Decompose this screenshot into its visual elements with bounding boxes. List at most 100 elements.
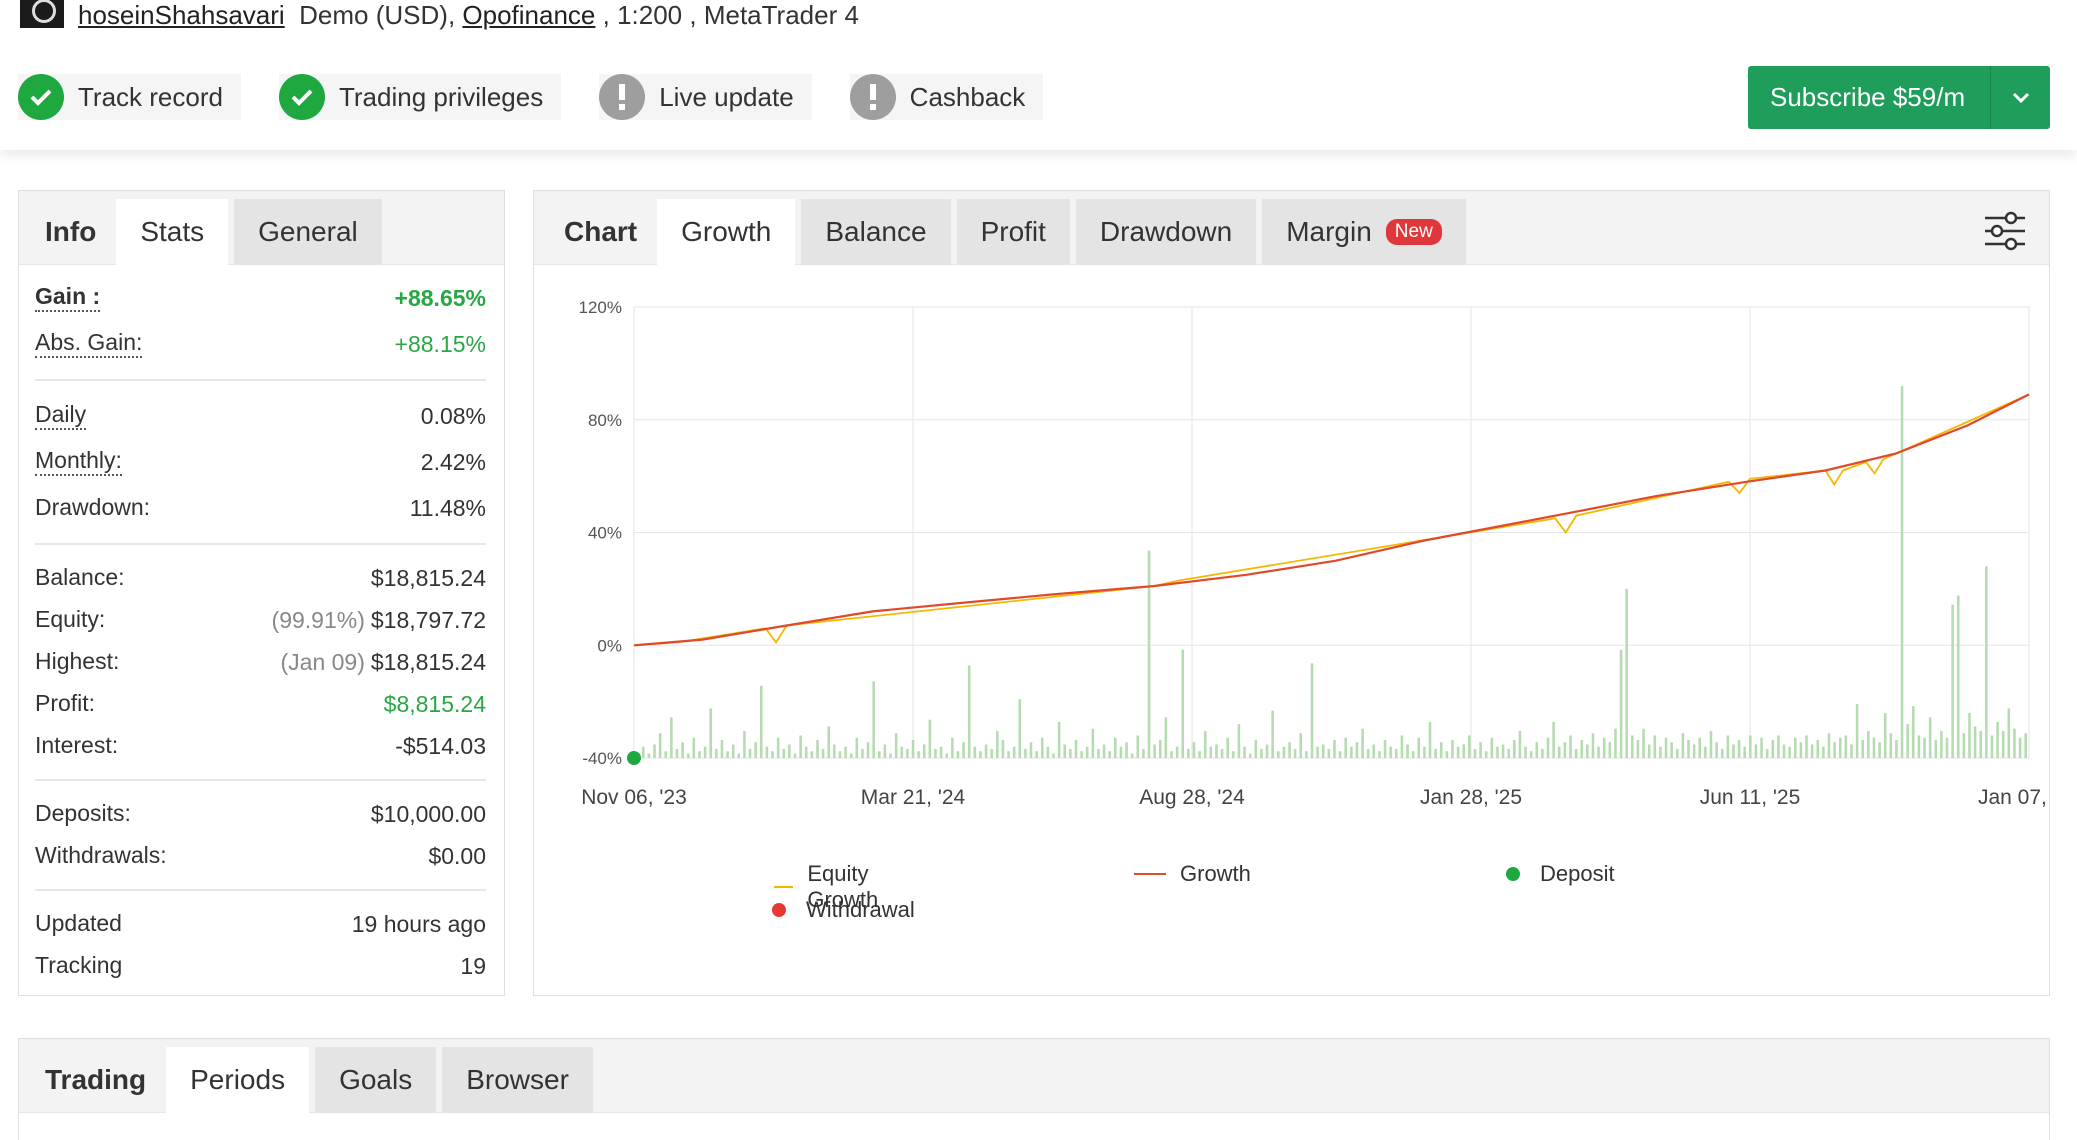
volume-bar xyxy=(1535,742,1539,758)
volume-bar xyxy=(1057,721,1061,758)
daily-label[interactable]: Daily xyxy=(35,402,87,430)
subscribe-button[interactable]: Subscribe $59/m xyxy=(1748,66,2050,129)
x-tick-label: Mar 21, '24 xyxy=(861,786,966,809)
tab-profit[interactable]: Profit xyxy=(956,199,1070,265)
header-bar: hoseinShahsavari Demo (USD), Opofinance … xyxy=(0,0,2077,150)
volume-bar xyxy=(1007,751,1010,758)
badge-label: Track record xyxy=(78,81,223,112)
volume-bar xyxy=(1310,663,1314,758)
monthly-label[interactable]: Monthly: xyxy=(35,448,122,476)
volume-bar xyxy=(1248,753,1252,758)
volume-bar xyxy=(1355,742,1359,758)
volume-bar xyxy=(2024,733,2027,758)
volume-bar xyxy=(1681,733,1685,758)
avatar[interactable] xyxy=(20,0,64,28)
stats-panel: Info Stats General Gain : +88.65% Abs. G… xyxy=(18,190,505,996)
abs-gain-label[interactable]: Abs. Gain: xyxy=(35,330,143,358)
equity-growth-line xyxy=(633,393,2030,647)
badge-cashback[interactable]: Cashback xyxy=(849,74,1044,120)
volume-bar xyxy=(1726,735,1730,758)
trading-tabs: Trading Periods Goals Browser xyxy=(19,1039,2049,1113)
volume-bar xyxy=(1906,724,1909,758)
volume-bar xyxy=(726,751,729,758)
y-tick-label: 0% xyxy=(597,636,622,655)
legend-deposit[interactable]: Deposit xyxy=(1496,861,1615,887)
volume-bar xyxy=(1271,710,1274,758)
volume-bar xyxy=(1580,739,1584,758)
tab-general[interactable]: General xyxy=(234,199,382,265)
volume-bar xyxy=(1501,744,1505,758)
volume-bar xyxy=(776,737,780,758)
tab-trading[interactable]: Trading xyxy=(45,1064,147,1095)
volume-bar xyxy=(1518,730,1522,758)
volume-bar xyxy=(1085,746,1089,758)
volume-bar xyxy=(686,753,690,758)
volume-bar xyxy=(1344,737,1347,758)
divider xyxy=(35,779,486,781)
tab-browser[interactable]: Browser xyxy=(442,1047,593,1113)
legend-growth[interactable]: Growth xyxy=(1134,861,1251,887)
volume-bar xyxy=(1833,742,1836,758)
interest-label: Interest: xyxy=(35,732,119,759)
volume-bar xyxy=(984,744,988,758)
volume-bar xyxy=(1366,748,1370,758)
tab-periods[interactable]: Periods xyxy=(166,1047,310,1113)
volume-bar xyxy=(1670,742,1673,758)
badge-trading-privileges[interactable]: Trading privileges xyxy=(278,74,562,120)
y-tick-label: 80% xyxy=(588,411,622,430)
volume-bar xyxy=(1069,748,1072,758)
volume-bar xyxy=(1822,746,1825,758)
legend-line-swatch xyxy=(774,886,794,888)
legend-label: Deposit xyxy=(1540,861,1615,886)
volume-bar xyxy=(1985,566,1988,758)
volume-bar xyxy=(1484,751,1488,758)
volume-bar xyxy=(1614,728,1617,758)
volume-bar xyxy=(760,685,763,758)
chevron-down-icon[interactable] xyxy=(1990,66,2050,129)
gain-label[interactable]: Gain : xyxy=(35,284,101,312)
volume-bar xyxy=(1513,739,1516,758)
username-link[interactable]: hoseinShahsavari xyxy=(78,0,285,30)
legend-label: Withdrawal xyxy=(806,897,915,922)
badge-live-update[interactable]: Live update xyxy=(599,74,812,120)
tab-goals[interactable]: Goals xyxy=(315,1047,437,1113)
volume-bar xyxy=(1080,751,1083,758)
volume-bar xyxy=(849,753,853,758)
volume-bar xyxy=(1153,744,1156,758)
volume-bar xyxy=(939,746,943,758)
volume-bar xyxy=(1018,699,1022,758)
legend-label: Growth xyxy=(1180,861,1251,886)
volume-bar xyxy=(1883,712,1887,758)
profit-value: $8,815.24 xyxy=(383,690,486,717)
volume-bar xyxy=(1934,739,1938,758)
volume-bar xyxy=(1872,737,1876,758)
volume-bar xyxy=(1130,753,1134,758)
tab-margin[interactable]: Margin New xyxy=(1262,199,1466,265)
legend-dot-swatch xyxy=(1506,867,1520,881)
volume-bar xyxy=(1743,746,1746,758)
tab-balance[interactable]: Balance xyxy=(801,199,951,265)
volume-bar xyxy=(804,746,808,758)
tab-chart[interactable]: Chart xyxy=(564,216,638,247)
volume-bar xyxy=(1642,728,1645,758)
volume-bar xyxy=(1147,550,1151,758)
volume-bar xyxy=(1782,744,1786,758)
updated-value: 19 hours ago xyxy=(351,910,486,937)
settings-sliders-icon[interactable] xyxy=(1983,209,2027,253)
tab-info[interactable]: Info xyxy=(45,216,97,247)
deposits-label: Deposits: xyxy=(35,800,131,827)
tab-drawdown[interactable]: Drawdown xyxy=(1075,199,1257,265)
daily-value: 0.08% xyxy=(420,402,486,429)
chart-tabs: Chart Growth Balance Profit Drawdown Mar… xyxy=(534,191,2049,265)
legend-equity-growth[interactable]: Equity Growth xyxy=(774,861,891,913)
volume-bar xyxy=(1619,649,1623,758)
balance-label: Balance: xyxy=(35,564,125,591)
legend-withdrawal[interactable]: Withdrawal xyxy=(772,897,915,923)
tab-growth[interactable]: Growth xyxy=(657,199,796,265)
broker-link[interactable]: Opofinance xyxy=(462,0,596,30)
equity-percent: (99.91%) xyxy=(271,606,365,633)
tab-stats[interactable]: Stats xyxy=(116,199,229,265)
volume-bar xyxy=(642,746,645,758)
badge-track-record[interactable]: Track record xyxy=(18,74,241,120)
